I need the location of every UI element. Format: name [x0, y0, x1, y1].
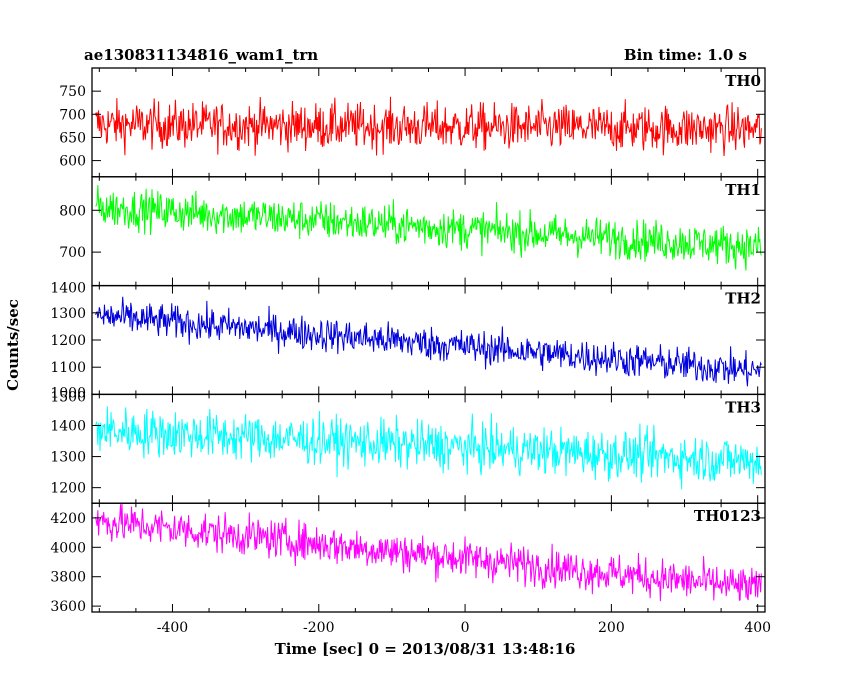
panel-th0123: 3600 3800 4000 4200 TH0123	[50, 502, 766, 615]
y-tick-label: 1500	[50, 389, 86, 405]
x-tick-label: -200	[303, 620, 334, 636]
y-tick-label: 700	[59, 107, 86, 123]
figure-title: ae130831134816_wam1_trn	[84, 46, 318, 64]
panel-frame	[91, 284, 766, 396]
y-tick-label: 1000	[50, 385, 86, 401]
panel-th0: 600 650 700 750 TH0	[59, 67, 766, 178]
x-axis-label: Time [sec] 0 = 2013/08/31 13:48:16	[275, 640, 576, 658]
y-tick-label: 1300	[50, 306, 86, 322]
y-tick-label: 750	[59, 84, 86, 100]
x-tick-label: 200	[598, 620, 625, 636]
x-tick-label: 400	[744, 620, 771, 636]
panel-frame	[91, 67, 766, 178]
y-tick-label: 3600	[50, 599, 86, 615]
series-line-th1	[95, 185, 762, 271]
y-tick-label: 4200	[50, 511, 86, 527]
panels-group: 600 650 700 750 TH0 700 800 TH1 1000 1100 1200 1300…	[50, 67, 771, 636]
x-tick-label: 0	[461, 620, 470, 636]
y-tick-label: 1100	[50, 360, 86, 376]
y-tick-label: 650	[59, 130, 86, 146]
y-tick-label: 1200	[50, 333, 86, 349]
panel-name-label: TH0123	[694, 507, 761, 525]
panel-th1: 700 800 TH1	[59, 176, 766, 287]
x-tick-label: -400	[157, 620, 188, 636]
y-tick-label: 600	[59, 154, 86, 170]
bin-time-label: Bin time: 1.0 s	[624, 46, 747, 64]
panel-name-label: TH1	[725, 181, 761, 199]
panel-frame	[91, 502, 766, 613]
y-tick-label: 3800	[50, 570, 86, 586]
panel-th2: 1000 1100 1200 1300 1400 TH2	[50, 281, 766, 401]
y-tick-label: 800	[59, 203, 86, 219]
series-line-th0	[95, 96, 762, 156]
y-tick-label: 1400	[50, 281, 86, 297]
panel-th3: 1200 1300 1400 1500 TH3	[50, 389, 766, 504]
series-line-th0123	[95, 503, 762, 602]
y-tick-label: 1300	[50, 450, 86, 466]
panel-name-label: TH2	[725, 290, 761, 308]
y-tick-label: 700	[59, 245, 86, 261]
panel-name-label: TH0	[725, 72, 761, 90]
panel-name-label: TH3	[725, 398, 761, 416]
y-tick-label: 1400	[50, 418, 86, 434]
y-axis-label: Counts/sec	[4, 299, 22, 391]
series-line-th2	[95, 296, 762, 387]
series-line-th3	[95, 406, 762, 490]
y-tick-label: 4000	[50, 540, 86, 556]
y-tick-label: 1200	[50, 481, 86, 497]
